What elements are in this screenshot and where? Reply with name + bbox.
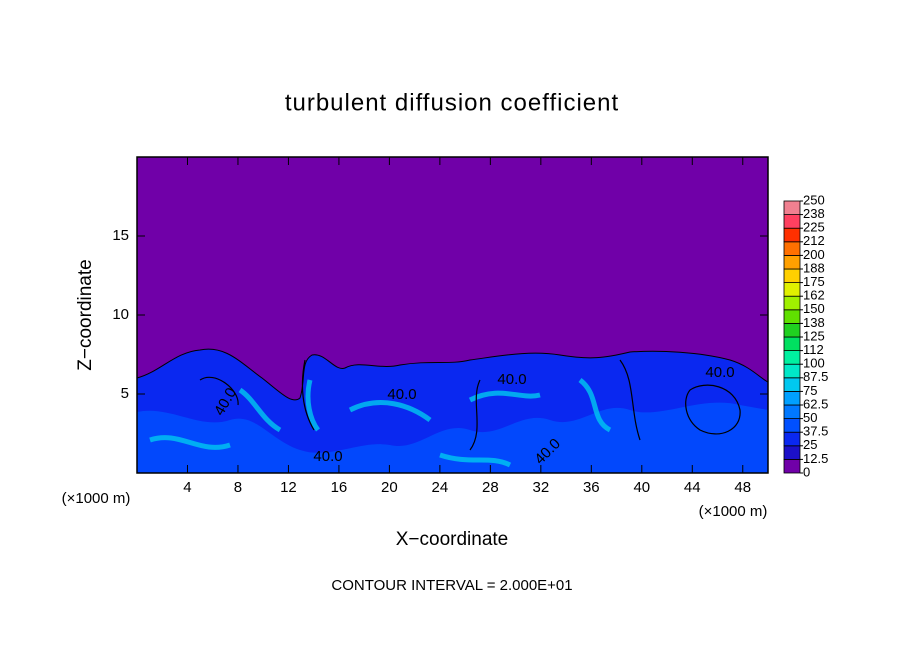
colorbar-swatch [783, 431, 801, 447]
colorbar-swatch [783, 282, 801, 297]
colorbar-label: 212 [803, 233, 825, 248]
field-swirl [149, 378, 612, 468]
colorbar-swatch [783, 309, 801, 324]
colorbar-swatch [783, 363, 801, 379]
colorbar-label: 87.5 [803, 369, 828, 384]
colorbar-swatch [783, 336, 801, 352]
colorbar-label: 12.5 [803, 451, 828, 466]
x-tick-label: 24 [432, 479, 449, 496]
x-tick-label: 44 [684, 479, 701, 496]
annotation: CONTOUR INTERVAL = 2.000E+01 [331, 577, 572, 594]
colorbar-label: 25 [803, 437, 817, 452]
y-axis-label: Z−coordinate [75, 259, 96, 370]
colorbar-label: 238 [803, 206, 825, 221]
colorbar-swatch [783, 377, 801, 392]
x-tick-label: 4 [183, 479, 191, 496]
colorbar-label: 200 [803, 247, 825, 262]
colorbar-swatch [783, 227, 801, 243]
colorbar-swatch [783, 200, 801, 216]
x-tick-label: 16 [331, 479, 348, 496]
colorbar-label: 150 [803, 301, 825, 316]
colorbar-swatch [783, 295, 801, 311]
colorbar-label: 175 [803, 274, 825, 289]
colorbar-label: 100 [803, 356, 825, 371]
colorbar-swatch [783, 214, 801, 229]
contour-line [199, 359, 741, 451]
x-tick-label: 32 [532, 479, 549, 496]
colorbar-label: 188 [803, 260, 825, 275]
colorbar-label: 50 [803, 410, 817, 425]
x-tick-label: 28 [482, 479, 499, 496]
contour-label: 40.0 [387, 386, 416, 403]
colorbar-swatch [783, 268, 801, 284]
contour-label: 40.0 [497, 371, 526, 388]
colorbar-swatch [783, 445, 801, 460]
x-tick-label: 8 [234, 479, 242, 496]
y-tick-label: 15 [112, 227, 129, 244]
colorbar-label: 75 [803, 383, 817, 398]
chart-title: turbulent diffusion coefficient [285, 89, 619, 116]
colorbar-swatch [783, 322, 801, 338]
contour-label: 40.0 [313, 448, 342, 465]
x-unit-label: (×1000 m) [699, 503, 768, 520]
field [136, 157, 769, 474]
contour-label: 40.0 [705, 364, 734, 381]
y-tick-label: 5 [121, 385, 129, 402]
colorbar-swatch [783, 418, 801, 433]
x-tick-label: 48 [734, 479, 751, 496]
x-tick-label: 36 [583, 479, 600, 496]
colorbar-label: 112 [803, 342, 824, 357]
x-tick-label: 40 [633, 479, 650, 496]
colorbar-label: 37.5 [803, 424, 828, 439]
colorbar-label: 225 [803, 220, 825, 235]
colorbar-label: 138 [803, 315, 825, 330]
x-unit-label: (×1000 m) [62, 490, 131, 507]
colorbar-swatch [783, 404, 801, 420]
y-tick-label: 10 [112, 306, 129, 323]
field-region [137, 402, 768, 473]
x-axis-label: X−coordinate [396, 529, 509, 550]
colorbar-swatch [783, 241, 801, 256]
colorbar-label: 62.5 [803, 396, 828, 411]
x-tick-label: 20 [381, 479, 398, 496]
colorbar-swatch [783, 390, 801, 406]
colorbar-swatch [783, 458, 801, 474]
colorbar-label: 162 [803, 288, 825, 303]
colorbar-label: 250 [803, 192, 825, 207]
colorbar-label: 0 [803, 464, 810, 479]
colorbar-swatch [783, 254, 801, 270]
colorbar-swatch [783, 350, 801, 365]
colorbar-label: 125 [803, 328, 825, 343]
x-tick-label: 12 [280, 479, 297, 496]
